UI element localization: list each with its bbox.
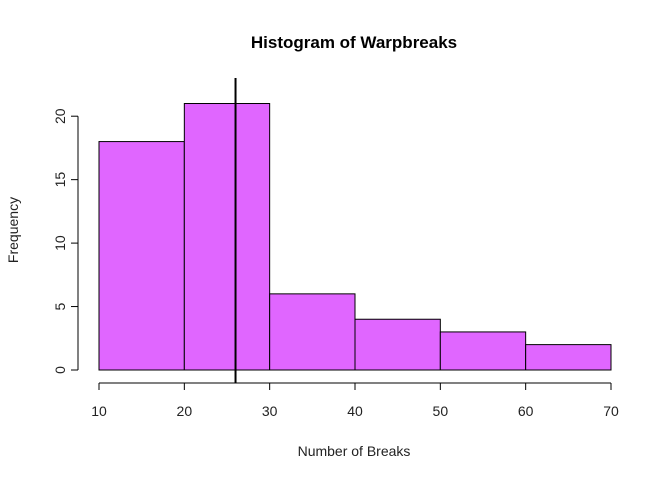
histogram-bar xyxy=(525,344,612,371)
histogram-bar xyxy=(354,318,441,371)
histogram-bar xyxy=(98,141,185,371)
y-tick-label: 15 xyxy=(52,172,68,188)
x-tick-label: 70 xyxy=(603,403,619,419)
y-axis-title: Frequency xyxy=(5,197,21,263)
y-tick-label: 20 xyxy=(52,108,68,124)
y-tick-label: 10 xyxy=(52,235,68,251)
y-axis: 0 5 10 15 20 xyxy=(52,108,79,374)
x-tick-label: 40 xyxy=(347,403,363,419)
x-tick-label: 30 xyxy=(262,403,278,419)
x-axis-title: Number of Breaks xyxy=(298,443,411,459)
x-tick-label: 50 xyxy=(433,403,449,419)
histogram-bar xyxy=(439,331,527,371)
x-axis: 10 20 30 40 50 60 70 xyxy=(91,382,619,419)
x-tick-label: 60 xyxy=(518,403,534,419)
chart-title: Histogram of Warpbreaks xyxy=(251,33,457,52)
bars-group xyxy=(98,103,612,371)
histogram-bar xyxy=(269,293,356,371)
x-tick-label: 20 xyxy=(177,403,193,419)
y-tick-label: 5 xyxy=(52,302,68,310)
y-tick-label: 0 xyxy=(52,366,68,374)
histogram-bar xyxy=(183,103,271,371)
x-tick-label: 10 xyxy=(91,403,107,419)
